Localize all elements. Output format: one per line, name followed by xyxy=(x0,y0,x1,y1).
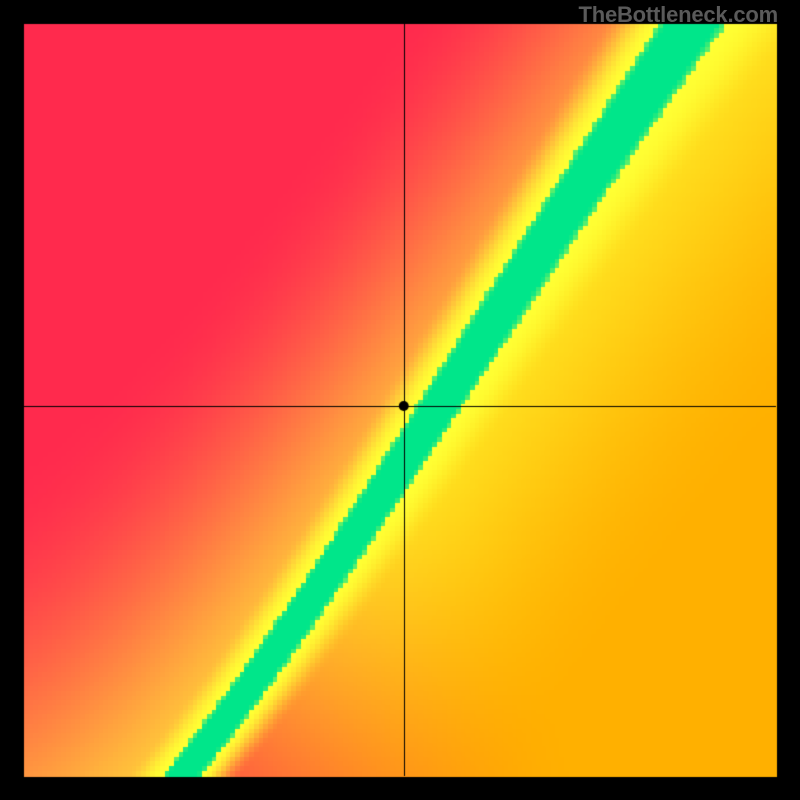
bottleneck-heatmap-canvas xyxy=(0,0,800,800)
chart-container: TheBottleneck.com xyxy=(0,0,800,800)
watermark-label: TheBottleneck.com xyxy=(578,2,778,28)
